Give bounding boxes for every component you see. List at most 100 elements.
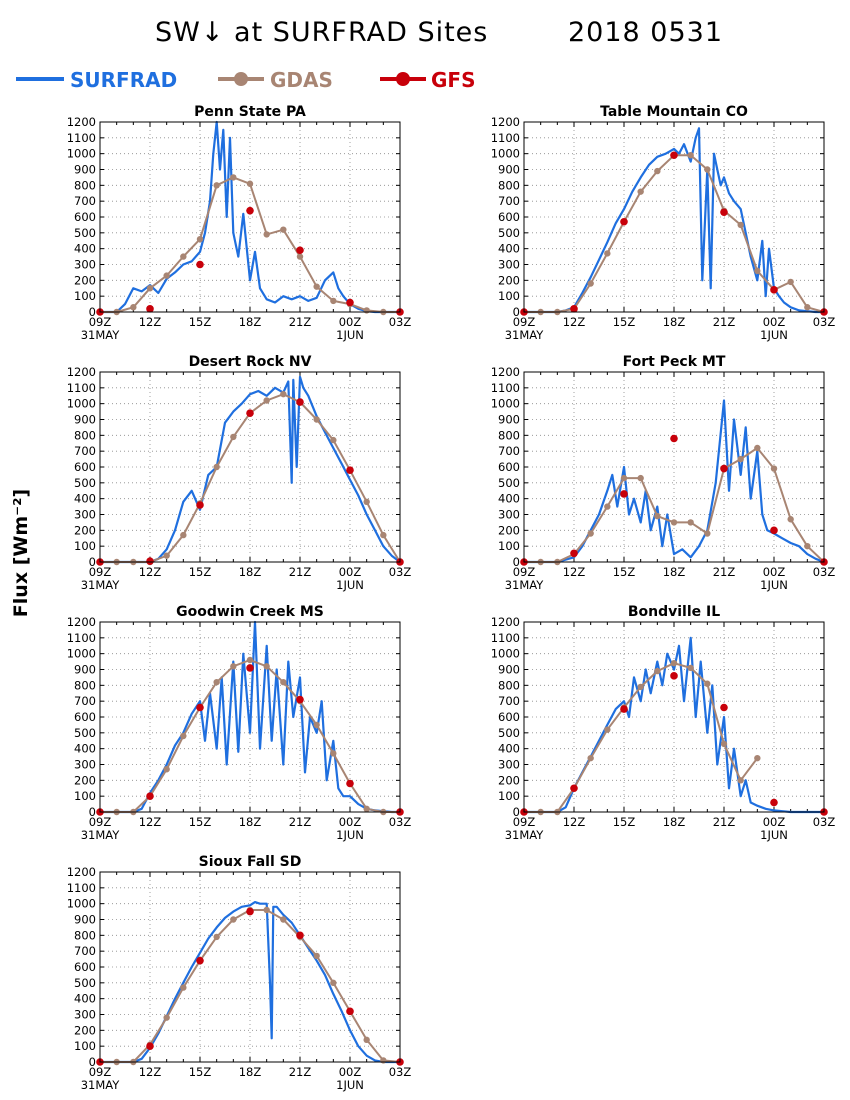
y-tick-label: 500 xyxy=(498,726,520,740)
x-date-label: 31MAY xyxy=(505,828,545,842)
legend-gfs-marker xyxy=(396,72,410,86)
series-gdas-point xyxy=(246,656,254,664)
series-gdas-point xyxy=(263,906,270,914)
series-gdas-point xyxy=(163,1014,170,1021)
y-tick-label: 1200 xyxy=(67,615,96,629)
y-tick-label: 1200 xyxy=(67,115,96,129)
series-surfrad-line xyxy=(100,375,401,564)
x-tick-label: 09Z xyxy=(513,315,536,329)
series-gdas-point xyxy=(363,498,370,506)
x-tick-label: 18Z xyxy=(239,1065,262,1079)
x-tick-label: 15Z xyxy=(189,815,212,829)
x-date-label: 1JUN xyxy=(760,328,788,342)
y-tick-label: 900 xyxy=(74,163,96,177)
y-tick-label: 100 xyxy=(74,1039,96,1053)
x-tick-label: 09Z xyxy=(89,315,112,329)
series-gdas-point xyxy=(604,503,611,510)
x-tick-label: 03Z xyxy=(813,315,836,329)
x-date-label: 1JUN xyxy=(336,578,364,592)
y-tick-label: 500 xyxy=(74,226,96,240)
y-tick-label: 900 xyxy=(498,663,520,677)
series-gdas-point xyxy=(213,678,220,686)
series-gdas-point xyxy=(687,519,694,526)
y-tick-label: 300 xyxy=(74,508,96,522)
panels: Penn State PA010020030040050060070080090… xyxy=(67,104,836,1092)
series-gdas-point xyxy=(180,531,187,539)
y-tick-label: 1100 xyxy=(491,631,520,645)
x-tick-label: 21Z xyxy=(713,815,736,829)
plot-frame xyxy=(99,621,401,813)
x-tick-label: 12Z xyxy=(563,815,586,829)
y-tick-label: 700 xyxy=(74,194,96,208)
series-gdas-point xyxy=(263,397,270,404)
x-date-label: 1JUN xyxy=(336,828,364,842)
series-gdas-point xyxy=(737,455,744,463)
y-tick-label: 1000 xyxy=(67,647,96,661)
series-gdas-point xyxy=(280,916,287,923)
figure-date: 2018 0531 xyxy=(568,17,723,48)
series-gfs-point xyxy=(196,260,204,269)
series-gdas-point xyxy=(180,732,187,740)
plot-frame xyxy=(523,371,825,563)
series-gdas-point xyxy=(754,444,761,452)
y-tick-label: 500 xyxy=(498,226,520,240)
series-gdas-point xyxy=(380,531,387,539)
series-gfs-point xyxy=(770,526,778,535)
series-gdas-point xyxy=(654,667,661,675)
series-gdas-point xyxy=(330,979,337,987)
series-gfs-point xyxy=(346,779,354,788)
y-tick-label: 400 xyxy=(74,492,96,506)
y-tick-label: 1200 xyxy=(491,365,520,379)
series-gfs-point xyxy=(720,464,728,473)
series-gdas-point xyxy=(230,663,237,670)
legend-gdas-marker xyxy=(234,72,248,86)
series-gdas-point xyxy=(654,167,661,175)
panel-title: Fort Peck MT xyxy=(623,354,726,370)
y-tick-label: 900 xyxy=(74,913,96,927)
x-tick-label: 21Z xyxy=(289,565,312,579)
y-tick-label: 1200 xyxy=(67,365,96,379)
y-tick-label: 100 xyxy=(498,539,520,553)
series-gdas-point xyxy=(180,984,187,991)
panel: Penn State PA010020030040050060070080090… xyxy=(67,104,412,342)
x-tick-label: 12Z xyxy=(563,565,586,579)
x-tick-label: 21Z xyxy=(713,565,736,579)
series-gfs-point xyxy=(346,466,354,474)
series-gdas-point xyxy=(230,916,237,923)
x-tick-label: 09Z xyxy=(89,1065,112,1079)
series-gdas-point xyxy=(787,516,794,523)
series-gdas-point xyxy=(163,552,170,559)
panel-title: Bondville IL xyxy=(628,604,720,620)
y-tick-label: 300 xyxy=(498,258,520,272)
y-tick-label: 900 xyxy=(498,163,520,177)
series-gdas-point xyxy=(670,659,678,667)
y-tick-label: 1100 xyxy=(491,381,520,395)
y-tick-label: 500 xyxy=(498,476,520,490)
series-gfs-point xyxy=(570,549,578,558)
y-tick-label: 300 xyxy=(498,508,520,522)
x-tick-label: 09Z xyxy=(89,565,112,579)
y-tick-label: 600 xyxy=(74,460,96,474)
series-surfrad-line xyxy=(100,620,400,814)
y-tick-label: 500 xyxy=(74,476,96,490)
series-gdas-point xyxy=(180,253,187,260)
series-gdas-point xyxy=(754,267,761,275)
series-gfs-point xyxy=(770,286,778,294)
x-date-label: 1JUN xyxy=(760,828,788,842)
y-tick-label: 500 xyxy=(74,726,96,740)
y-tick-label: 1100 xyxy=(491,131,520,145)
x-tick-label: 18Z xyxy=(663,315,686,329)
y-tick-label: 900 xyxy=(498,413,520,427)
series-gdas-point xyxy=(330,436,337,444)
x-tick-label: 21Z xyxy=(289,1065,312,1079)
panel-title: Desert Rock NV xyxy=(189,354,312,370)
series-gdas-point xyxy=(670,519,678,526)
y-tick-label: 300 xyxy=(74,258,96,272)
x-tick-label: 03Z xyxy=(389,565,412,579)
y-tick-label: 200 xyxy=(498,273,520,287)
x-tick-label: 12Z xyxy=(563,315,586,329)
series-gdas-point xyxy=(604,250,611,257)
series-gdas-point xyxy=(213,463,220,471)
y-tick-label: 800 xyxy=(74,178,96,192)
series-gfs-point xyxy=(296,246,304,255)
